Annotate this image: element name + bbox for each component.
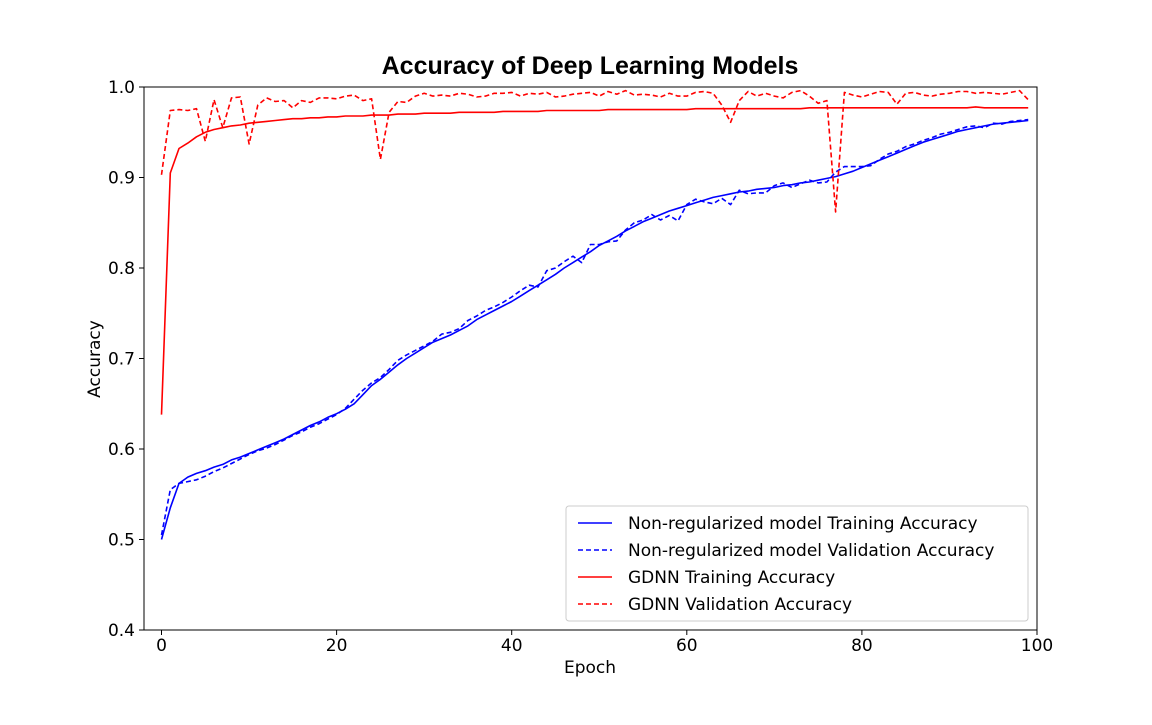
series-line-3 <box>160 106 1029 415</box>
y-axis-ticks: 0.4 0.5 0.6 0.7 0.8 0.9 1.0 <box>108 78 144 641</box>
series-layer <box>160 89 1029 540</box>
y-tick-label: 0.5 <box>108 531 135 551</box>
y-tick-label: 0.6 <box>108 440 135 460</box>
y-tick-label: 0.8 <box>108 259 135 279</box>
legend-label-2: Non-regularized model Validation Accurac… <box>628 541 994 561</box>
legend-label-1: Non-regularized model Training Accuracy <box>628 514 978 534</box>
x-tick-label: 100 <box>1021 636 1053 656</box>
x-tick-label: 20 <box>326 636 348 656</box>
legend: Non-regularized model Training Accuracy N… <box>565 505 1029 622</box>
x-axis-label: Epoch <box>564 658 616 678</box>
series-line-1 <box>160 119 1029 540</box>
x-axis-ticks: 0 20 40 60 80 100 <box>156 630 1053 656</box>
y-tick-label: 1.0 <box>108 78 135 98</box>
x-tick-label: 60 <box>676 636 698 656</box>
chart-title: Accuracy of Deep Learning Models <box>382 52 799 80</box>
y-axis-label: Accuracy <box>85 320 105 398</box>
y-tick-label: 0.9 <box>108 169 135 189</box>
x-tick-label: 0 <box>156 636 167 656</box>
y-tick-label: 0.4 <box>108 621 135 641</box>
legend-box <box>565 505 1029 622</box>
legend-label-3: GDNN Training Accuracy <box>628 568 835 588</box>
x-tick-label: 40 <box>501 636 523 656</box>
y-tick-label: 0.7 <box>108 350 135 370</box>
legend-label-4: GDNN Validation Accuracy <box>628 595 852 615</box>
series-line-2 <box>160 118 1029 536</box>
series-line-4 <box>160 89 1029 213</box>
x-tick-label: 80 <box>851 636 873 656</box>
